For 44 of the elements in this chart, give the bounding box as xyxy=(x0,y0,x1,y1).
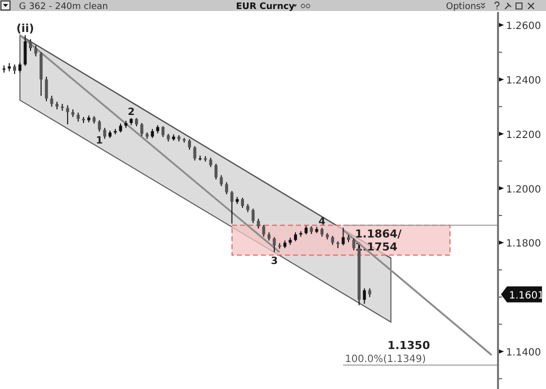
annotation: 1 xyxy=(96,136,103,147)
candlestick xyxy=(24,34,27,66)
candlestick xyxy=(13,64,16,75)
y-tick-label: 1.2200 xyxy=(506,130,541,141)
candlestick xyxy=(103,127,106,140)
candlestick xyxy=(352,238,356,251)
ref-line-label: 1.1350 xyxy=(388,339,430,352)
annotation: 3 xyxy=(270,256,278,268)
candlestick xyxy=(272,236,276,253)
candlestick xyxy=(241,197,244,208)
chart-title: EUR Curncy xyxy=(236,2,295,12)
y-tick-label: 1.2400 xyxy=(506,75,541,86)
candlestick xyxy=(98,120,101,132)
text: 1.1601 xyxy=(509,290,544,302)
candlestick xyxy=(256,218,260,230)
candlestick xyxy=(66,104,70,125)
candlestick xyxy=(225,182,228,195)
candlestick xyxy=(220,174,223,187)
candlestick xyxy=(262,224,266,238)
y-tick-label: 1.2000 xyxy=(506,184,541,196)
y-tick-label: 1.2600 xyxy=(506,21,541,32)
candlestick xyxy=(214,163,218,180)
annotation: 2 xyxy=(128,107,135,118)
candlestick xyxy=(252,208,255,224)
candlestick xyxy=(230,190,234,224)
candlestick xyxy=(209,157,212,168)
chart-subtitle: G 362 - 240m clean xyxy=(19,2,108,12)
candlestick xyxy=(34,44,38,57)
candlestick xyxy=(50,95,54,108)
y-tick-label: 1.1800 xyxy=(506,238,541,250)
candlestick xyxy=(44,76,48,102)
y-tick-label: 1.1400 xyxy=(506,347,541,358)
candlestick xyxy=(140,122,144,137)
candlestick xyxy=(162,126,164,138)
candlestick xyxy=(29,38,32,52)
candlestick xyxy=(362,288,366,304)
candlestick xyxy=(18,62,22,74)
candlestick xyxy=(193,146,196,162)
annotation: Options xyxy=(446,2,482,12)
annotation: (ii) xyxy=(16,22,34,36)
annotation: 100.0%(1.1349) xyxy=(345,354,426,365)
candlestick xyxy=(342,227,345,246)
candlestick xyxy=(188,138,191,150)
annotation: 4 xyxy=(318,216,326,228)
